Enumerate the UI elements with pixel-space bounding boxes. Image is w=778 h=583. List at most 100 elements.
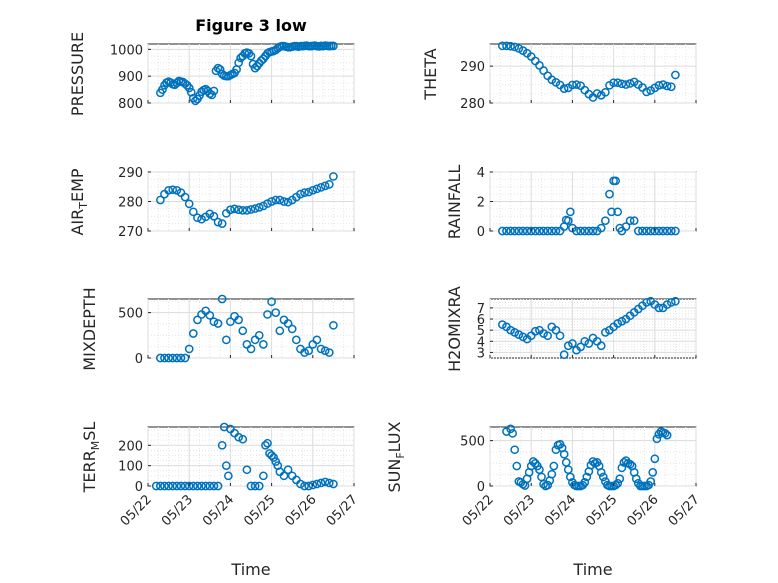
data-marker bbox=[642, 87, 651, 97]
data-marker bbox=[324, 180, 334, 189]
data-marker bbox=[506, 226, 515, 236]
y-tick-label: 2 bbox=[477, 196, 485, 211]
x-tick-label: 05/25 bbox=[241, 492, 278, 529]
data-marker bbox=[246, 481, 256, 491]
data-marker bbox=[576, 226, 585, 236]
data-marker bbox=[283, 319, 293, 328]
data-marker bbox=[539, 479, 548, 489]
data-marker bbox=[184, 481, 194, 491]
data-marker bbox=[188, 481, 198, 491]
data-marker bbox=[666, 297, 676, 307]
data-marker bbox=[160, 353, 169, 363]
data-marker bbox=[267, 197, 276, 206]
y-tick-label: 0 bbox=[135, 480, 143, 495]
data-marker bbox=[254, 481, 264, 491]
data-marker bbox=[287, 324, 297, 334]
grid bbox=[147, 427, 355, 487]
data-marker bbox=[615, 474, 625, 484]
data-marker bbox=[267, 297, 276, 307]
data-marker bbox=[510, 445, 520, 455]
y-tick-label: 4 bbox=[477, 166, 485, 181]
data-marker bbox=[259, 340, 268, 349]
data-marker bbox=[215, 65, 225, 74]
data-marker bbox=[209, 317, 219, 327]
data-marker bbox=[172, 353, 182, 363]
markers bbox=[156, 172, 338, 228]
data-marker bbox=[238, 434, 248, 444]
y-label-part: AIR bbox=[68, 209, 87, 236]
y-ticks: 0 500 bbox=[460, 435, 697, 495]
data-marker bbox=[246, 344, 256, 354]
data-marker bbox=[629, 216, 639, 226]
markers bbox=[498, 176, 680, 236]
data-marker bbox=[320, 181, 330, 191]
data-marker bbox=[172, 78, 182, 88]
data-marker bbox=[304, 481, 314, 491]
data-marker bbox=[611, 480, 621, 490]
data-marker bbox=[580, 226, 590, 236]
data-marker bbox=[164, 481, 173, 491]
data-marker bbox=[584, 339, 594, 348]
y-axis-label: H2OMIXRA bbox=[445, 286, 464, 372]
data-marker bbox=[601, 87, 610, 97]
data-marker bbox=[168, 185, 178, 195]
data-marker bbox=[279, 471, 289, 481]
y-label-part: LUX bbox=[385, 421, 404, 452]
data-marker bbox=[671, 226, 680, 236]
markers bbox=[498, 296, 680, 360]
data-marker bbox=[650, 454, 660, 464]
markers bbox=[498, 41, 680, 102]
data-marker bbox=[559, 350, 569, 360]
data-marker bbox=[221, 335, 231, 345]
data-marker bbox=[584, 226, 594, 236]
y-tick-label: 3 bbox=[477, 346, 485, 361]
data-marker bbox=[193, 315, 202, 325]
data-marker bbox=[320, 477, 330, 487]
data-marker bbox=[296, 189, 305, 199]
data-marker bbox=[535, 61, 544, 70]
x-tick-label: 05/22 bbox=[118, 492, 155, 529]
data-marker bbox=[213, 319, 223, 328]
y-tick-label: 290 bbox=[460, 60, 485, 75]
y-tick-label: 4 bbox=[477, 335, 485, 350]
data-marker bbox=[576, 342, 585, 352]
y-ticks: 0 500 bbox=[118, 307, 355, 367]
data-marker bbox=[666, 226, 676, 236]
data-marker bbox=[621, 222, 631, 231]
data-marker bbox=[164, 353, 173, 363]
data-marker bbox=[263, 199, 272, 208]
data-marker bbox=[662, 81, 672, 91]
y-axis-label: MIXDEPTH bbox=[80, 287, 99, 370]
data-marker bbox=[506, 424, 515, 434]
data-marker bbox=[539, 66, 548, 75]
data-marker bbox=[512, 461, 522, 471]
data-marker bbox=[267, 451, 276, 460]
data-marker bbox=[666, 82, 676, 92]
data-marker bbox=[271, 308, 281, 317]
data-marker bbox=[168, 353, 178, 363]
data-marker bbox=[308, 480, 318, 490]
data-marker bbox=[275, 195, 285, 205]
data-marker bbox=[518, 226, 528, 236]
data-marker bbox=[522, 226, 532, 236]
data-marker bbox=[498, 41, 507, 51]
data-marker bbox=[209, 86, 219, 96]
data-marker bbox=[598, 472, 608, 482]
data-marker bbox=[607, 207, 616, 217]
y-ticks: 270 280 290 bbox=[118, 166, 355, 240]
data-marker bbox=[160, 481, 169, 491]
data-marker bbox=[662, 226, 672, 236]
panel-sun-flux: 0 500 SUNFLUX bbox=[385, 421, 697, 495]
x-tick-label: 05/27 bbox=[666, 492, 703, 529]
plot-area bbox=[147, 426, 355, 487]
data-marker bbox=[559, 449, 569, 459]
y-ticks: 0 100 200 bbox=[118, 439, 355, 495]
y-tick-label: 900 bbox=[118, 70, 143, 85]
data-marker bbox=[180, 192, 190, 202]
x-tick-label: 05/22 bbox=[460, 492, 497, 529]
data-marker bbox=[329, 479, 338, 489]
x-tick-label: 05/23 bbox=[501, 492, 538, 529]
y-axis-label: SUNFLUX bbox=[385, 421, 407, 492]
data-marker bbox=[180, 353, 190, 363]
data-marker bbox=[671, 296, 680, 306]
